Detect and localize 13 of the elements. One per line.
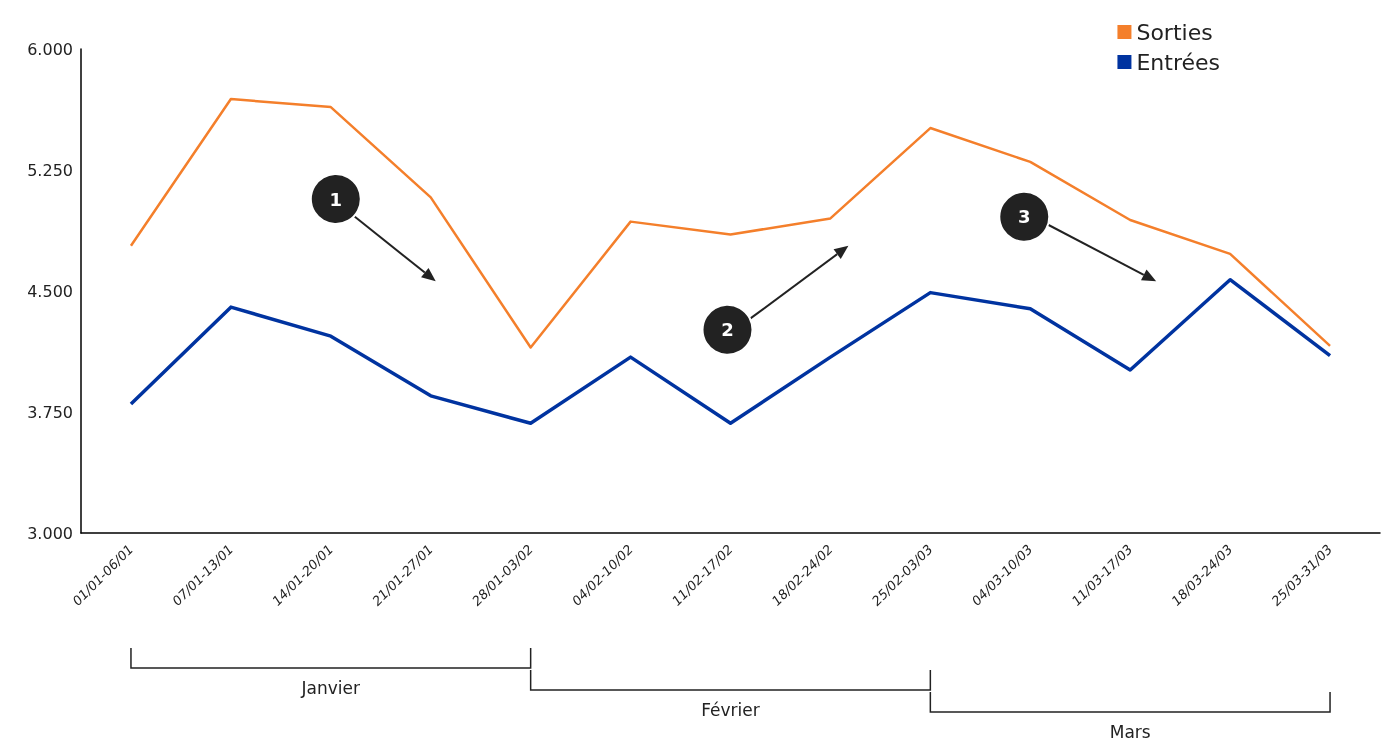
y-tick-label: 5.250 bbox=[27, 160, 73, 180]
annotation: 1 bbox=[329, 188, 343, 210]
legend-label: Sorties bbox=[1136, 19, 1213, 45]
y-tick-label: 6.000 bbox=[27, 39, 73, 59]
annotation: 3 bbox=[1018, 206, 1031, 228]
y-tick-label: 3.000 bbox=[27, 523, 73, 543]
text: Mars bbox=[1109, 722, 1151, 742]
y-tick-label: 3.750 bbox=[27, 402, 73, 422]
text: Janvier bbox=[300, 678, 361, 698]
legend-label: Entrées bbox=[1136, 49, 1221, 75]
text: Février bbox=[701, 700, 760, 720]
annotation: 2 bbox=[721, 319, 734, 341]
y-tick-label: 4.500 bbox=[27, 281, 73, 301]
